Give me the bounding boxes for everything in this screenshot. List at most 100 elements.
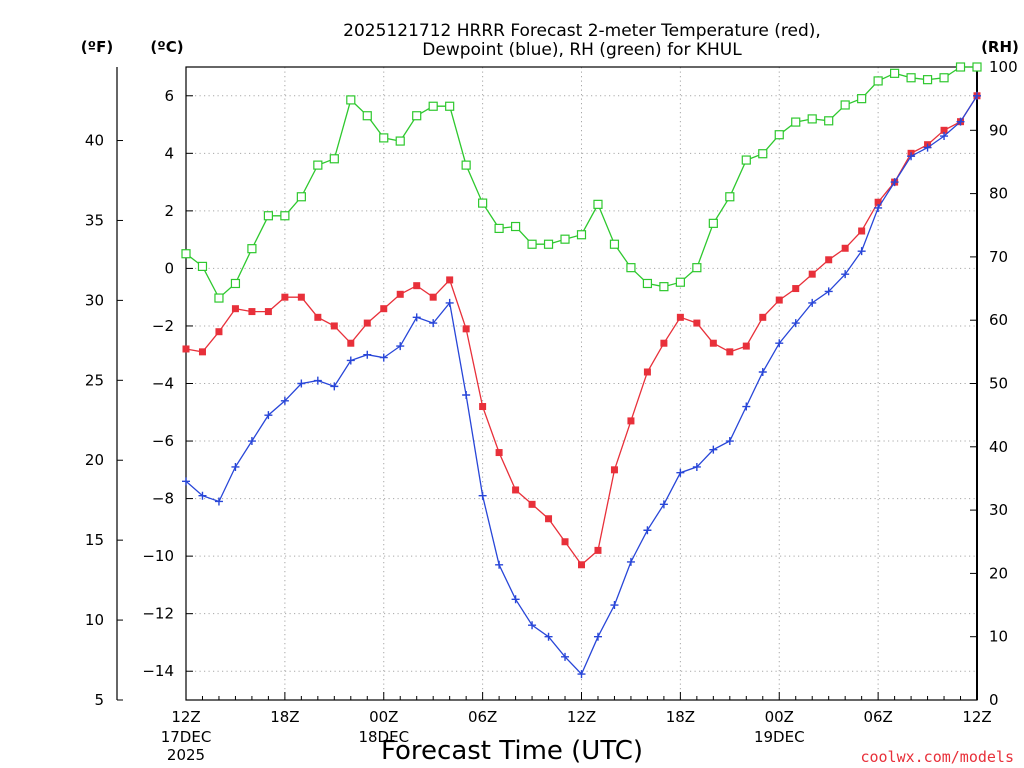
rh-tick-label: 70 — [989, 248, 1008, 266]
rh-point — [379, 133, 389, 143]
fahrenheit-tick-label: 10 — [85, 611, 104, 629]
dewpoint-point — [758, 367, 767, 376]
rh-point — [873, 76, 883, 86]
temperature-point — [479, 403, 487, 411]
rh-point — [329, 154, 339, 164]
temperature-series — [182, 92, 981, 569]
dewpoint-point — [857, 247, 866, 256]
temperature-point — [709, 339, 717, 347]
dewpoint-point — [725, 437, 734, 446]
rh-point — [197, 261, 208, 271]
rh-point — [840, 100, 850, 110]
dewpoint-point — [330, 382, 339, 391]
rh-tick-label: 50 — [989, 375, 1008, 393]
dewpoint-point — [577, 670, 586, 679]
rh-point — [478, 198, 488, 208]
rh-tick-label: 0 — [989, 691, 999, 709]
dewpoint-point — [610, 601, 619, 610]
rh-point — [659, 282, 669, 292]
temperature-point — [726, 348, 734, 356]
rh-point — [758, 149, 768, 159]
celsius-tick-label: 0 — [164, 259, 174, 277]
chart-title: 2025121712 HRRR Forecast 2-meter Tempera… — [343, 21, 821, 60]
dewpoint-point — [280, 396, 289, 405]
credit-text: coolwx.com/models — [860, 748, 1014, 766]
dewpoint-point — [214, 497, 223, 506]
rh-point — [708, 218, 718, 228]
x-tick-label: 00Z — [765, 708, 794, 726]
temperature-point — [643, 368, 651, 376]
rh-point — [890, 68, 900, 78]
x-tick-label: 12Z — [962, 708, 991, 726]
x-tick-label: 18Z — [666, 708, 695, 726]
temperature-point — [594, 546, 602, 554]
rh-point — [362, 111, 372, 121]
dewpoint-point — [495, 560, 504, 569]
dewpoint-point — [346, 356, 355, 365]
celsius-tick-label: 4 — [164, 144, 174, 162]
rh-tick-label: 90 — [989, 121, 1008, 139]
dewpoint-point — [544, 632, 553, 641]
celsius-unit-label: (ºC) — [150, 38, 183, 56]
temperature-point — [874, 198, 882, 206]
dewpoint-point — [182, 477, 190, 486]
temperature-point — [676, 313, 684, 321]
dewpoint-point — [511, 595, 520, 604]
fahrenheit-tick-label: 40 — [85, 132, 104, 150]
temperature-point — [429, 293, 437, 301]
dewpoint-point — [956, 117, 965, 126]
rh-tick-label: 40 — [989, 438, 1008, 456]
celsius-tick-label: −12 — [142, 605, 174, 623]
rh-point — [807, 114, 817, 124]
fahrenheit-tick-label: 15 — [85, 531, 104, 549]
temperature-point — [808, 270, 816, 278]
x-tick-sublabel: 19DEC — [754, 728, 805, 746]
temperature-point — [528, 500, 536, 508]
temperature-point — [264, 308, 272, 316]
dewpoint-point — [808, 298, 817, 307]
temperature-point — [363, 319, 371, 327]
temperature-point — [858, 227, 866, 235]
x-tick-sublabel: 18DEC — [358, 728, 409, 746]
dewpoint-point — [742, 402, 751, 411]
fahrenheit-tick-label: 35 — [85, 211, 104, 229]
temperature-point — [297, 293, 305, 301]
rh-tick-label: 30 — [989, 501, 1008, 519]
rh-tick-label: 20 — [989, 564, 1008, 582]
rh-point — [395, 136, 405, 146]
rh-point — [609, 239, 620, 249]
temperature-point — [495, 449, 503, 457]
temperature-point — [446, 276, 454, 284]
rh-unit-label: (RH) — [981, 38, 1019, 56]
temperature-point — [742, 342, 750, 350]
grid-lines — [186, 67, 977, 700]
dewpoint-point — [676, 468, 685, 477]
dewpoint-point — [973, 91, 981, 100]
dewpoint-point — [940, 132, 949, 141]
rh-tick-label: 10 — [989, 628, 1008, 646]
temperature-point — [792, 285, 800, 293]
rh-point — [527, 239, 537, 249]
x-tick-label: 12Z — [567, 708, 596, 726]
dewpoint-point — [363, 350, 372, 359]
rh-point — [313, 160, 323, 170]
temperature-point — [396, 290, 404, 298]
x-tick-label: 12Z — [171, 708, 200, 726]
rh-point — [725, 192, 735, 202]
rh-point — [906, 73, 916, 83]
rh-point — [445, 101, 455, 111]
temperature-point — [775, 296, 783, 304]
x-tick-sublabel: 17DEC — [161, 728, 212, 746]
fahrenheit-tick-label: 20 — [85, 451, 104, 469]
dewpoint-point — [379, 353, 388, 362]
rh-point — [428, 101, 438, 111]
celsius-tick-label: −2 — [152, 317, 174, 335]
rh-point — [741, 155, 751, 165]
rh-point — [791, 117, 801, 127]
dewpoint-point — [462, 391, 471, 400]
dewpoint-point — [643, 526, 652, 535]
temperature-point — [759, 313, 767, 321]
temperature-point — [330, 322, 338, 330]
rh-point — [230, 278, 241, 289]
